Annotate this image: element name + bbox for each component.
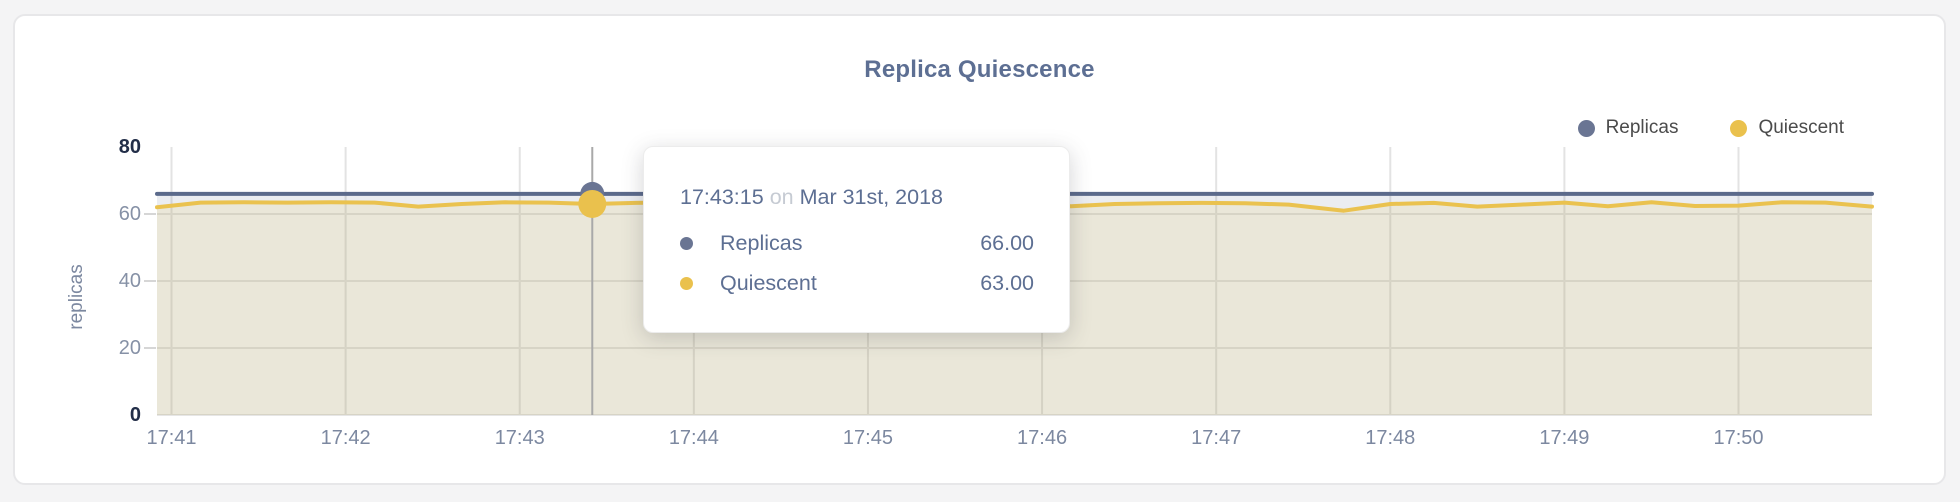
legend-item-quiescent[interactable]: Quiescent (1730, 117, 1844, 139)
y-tick-label: 20 (118, 337, 141, 359)
tooltip-row-value: 63.00 (980, 270, 1034, 295)
quiescent-series-dot-icon (1730, 119, 1748, 137)
chart-title: Replica Quiescence (864, 56, 1095, 83)
quiescent-dot-icon (680, 276, 693, 290)
y-tick-label: 80 (118, 136, 141, 158)
legend: Replicas Quiescent (1577, 117, 1844, 139)
tooltip-row-quiescent: Quiescent 63.00 (680, 263, 1034, 303)
tooltip-on-word: on (769, 185, 794, 209)
x-tick-label: 17:42 (320, 427, 371, 449)
tooltip-row-label: Quiescent (720, 270, 817, 295)
tooltip-row-value: 66.00 (980, 230, 1034, 255)
replicas-dot-icon (680, 236, 693, 250)
x-tick-label: 17:43 (494, 427, 545, 449)
x-tick-label: 17:45 (842, 427, 893, 449)
legend-label-replicas: Replicas (1605, 117, 1679, 138)
y-tick-label: 40 (118, 270, 141, 292)
y-tick-label: 60 (118, 203, 141, 225)
legend-label-quiescent: Quiescent (1758, 117, 1844, 138)
y-tick-label: 0 (129, 404, 141, 426)
x-tick-label: 17:49 (1539, 427, 1590, 449)
tooltip-header: 17:43:15 on Mar 31st, 2018 (680, 180, 1034, 214)
legend-item-replicas[interactable]: Replicas (1577, 117, 1679, 139)
replicas-series-dot-icon (1577, 119, 1595, 137)
tooltip-time: 17:43:15 (680, 185, 764, 209)
tooltip-row-replicas: Replicas 66.00 (680, 223, 1034, 263)
x-tick-label: 17:48 (1365, 427, 1416, 449)
x-tick-label: 17:44 (668, 427, 719, 449)
tooltip-date: Mar 31st, 2018 (799, 185, 944, 209)
x-tick-label: 17:50 (1713, 427, 1764, 449)
tooltip-row-label: Replicas (720, 230, 803, 255)
x-tick-label: 17:41 (146, 427, 197, 449)
hover-point-quiescent (578, 189, 607, 218)
chart-card: Replica Quiescence Replicas Quiescent re… (13, 14, 1946, 485)
x-tick-label: 17:46 (1017, 427, 1068, 449)
x-tick-label: 17:47 (1191, 427, 1242, 449)
tooltip: 17:43:15 on Mar 31st, 2018 Replicas 66.0… (643, 146, 1070, 333)
